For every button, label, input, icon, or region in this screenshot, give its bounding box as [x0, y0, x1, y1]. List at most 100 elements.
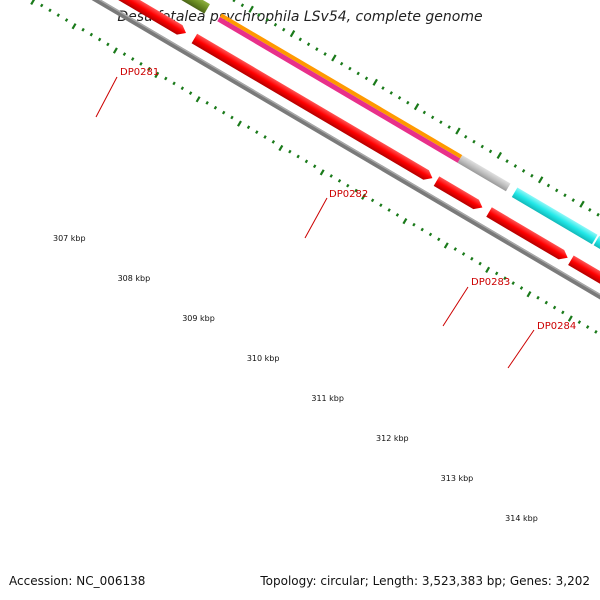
outer-tick [505, 159, 509, 164]
inner-tick [511, 281, 515, 286]
outer-tick [315, 47, 319, 51]
dp0284-label: DP0284 [537, 321, 576, 332]
gene-dp0282-category-bar-magenta [217, 16, 461, 163]
inner-tick [288, 149, 292, 154]
kbp-label: 313 kbp [441, 474, 474, 483]
outer-tick [240, 3, 245, 8]
kbp-label: 314 kbp [505, 514, 538, 523]
inner-tick [329, 174, 333, 178]
outer-tick [372, 78, 378, 86]
outer-tick [356, 71, 360, 76]
gene-dp0282-arrow [191, 33, 433, 180]
inner-tick [139, 62, 143, 66]
outer-tick [530, 173, 534, 178]
outer-tick [521, 169, 526, 173]
inner-tick [519, 286, 524, 290]
outer-tick-marks [232, 0, 600, 217]
map-title: Desulfotalea psychrophila LSv54, complet… [117, 9, 483, 25]
dp0281-callout-line [95, 76, 118, 118]
inner-tick [503, 276, 507, 281]
inner-tick [354, 188, 358, 193]
gene-dp0283-arrow [433, 176, 483, 210]
outer-tick [248, 5, 254, 13]
inner-tick-marks [30, 0, 598, 334]
kbp-label: 309 kbp [182, 314, 215, 323]
gene-dp0282-category-bar-orange [219, 13, 463, 159]
outer-tick [298, 37, 302, 42]
outer-tick [331, 54, 337, 62]
inner-tick [443, 242, 449, 249]
outer-tick [496, 151, 503, 159]
outer-tick [406, 100, 410, 105]
inner-tick [312, 164, 317, 169]
outer-tick [381, 86, 385, 90]
dp0281-label: DP0281 [120, 67, 159, 78]
inner-tick [461, 252, 466, 256]
inner-tick [154, 71, 160, 79]
topology-text: Topology: circular; Length: 3,523,383 bp… [260, 574, 590, 588]
inner-tick [594, 330, 598, 334]
outer-tick [596, 212, 600, 217]
inner-tick [370, 198, 375, 203]
inner-tick [147, 66, 151, 71]
gene-dp0284-arrow-b [568, 255, 600, 304]
outer-tick [282, 27, 286, 32]
inner-tick [205, 101, 209, 105]
inner-tick [271, 140, 276, 144]
inner-tick [552, 305, 557, 310]
outer-tick [588, 208, 592, 212]
inner-tick [122, 52, 127, 56]
outer-tick [546, 183, 551, 188]
inner-tick [40, 3, 44, 8]
outer-tick [306, 42, 311, 47]
inner-tick [420, 227, 424, 232]
inner-tick [428, 232, 433, 237]
inner-tick [246, 125, 251, 130]
backbone-line [14, 0, 600, 412]
inner-tick [387, 208, 391, 212]
inner-tick [585, 325, 590, 329]
inner-tick [470, 256, 474, 261]
outer-tick [397, 95, 402, 100]
inner-tick [494, 271, 499, 276]
outer-tick [389, 91, 393, 95]
inner-tick [296, 154, 300, 159]
inner-tick [379, 203, 383, 208]
inner-tick [106, 42, 110, 47]
kbp-label: 307 kbp [53, 234, 86, 243]
dp0284-callout-line [507, 329, 535, 369]
inner-tick [304, 159, 309, 164]
inner-tick [164, 76, 168, 81]
outer-tick [439, 120, 443, 125]
gene-dp0284-arrow-a [486, 207, 568, 260]
outer-tick [513, 164, 518, 168]
inner-tick [213, 105, 218, 110]
backbone-highlight [16, 0, 600, 409]
inner-tick [437, 237, 441, 242]
inner-tick [172, 81, 176, 86]
inner-tick [346, 183, 350, 188]
outer-tick [265, 18, 269, 22]
inner-tick [195, 96, 201, 103]
inner-tick [319, 169, 325, 176]
outer-tick [339, 61, 344, 66]
outer-tick [447, 125, 451, 129]
inner-tick [64, 18, 69, 22]
dp0283-label: DP0283 [471, 277, 510, 288]
inner-tick [544, 300, 548, 305]
outer-tick [413, 103, 420, 111]
outer-tick [464, 134, 468, 139]
inner-tick [478, 261, 482, 266]
inner-tick [567, 315, 573, 322]
outer-tick [537, 176, 544, 184]
inner-tick [56, 13, 60, 18]
inner-tick [526, 291, 532, 298]
inner-tick [395, 213, 400, 217]
inner-tick [255, 130, 259, 134]
outer-tick [488, 149, 493, 154]
gene-dp0283-category-bar [457, 155, 511, 192]
inner-tick [237, 120, 242, 127]
outer-tick [323, 52, 327, 56]
inner-tick [577, 320, 582, 324]
